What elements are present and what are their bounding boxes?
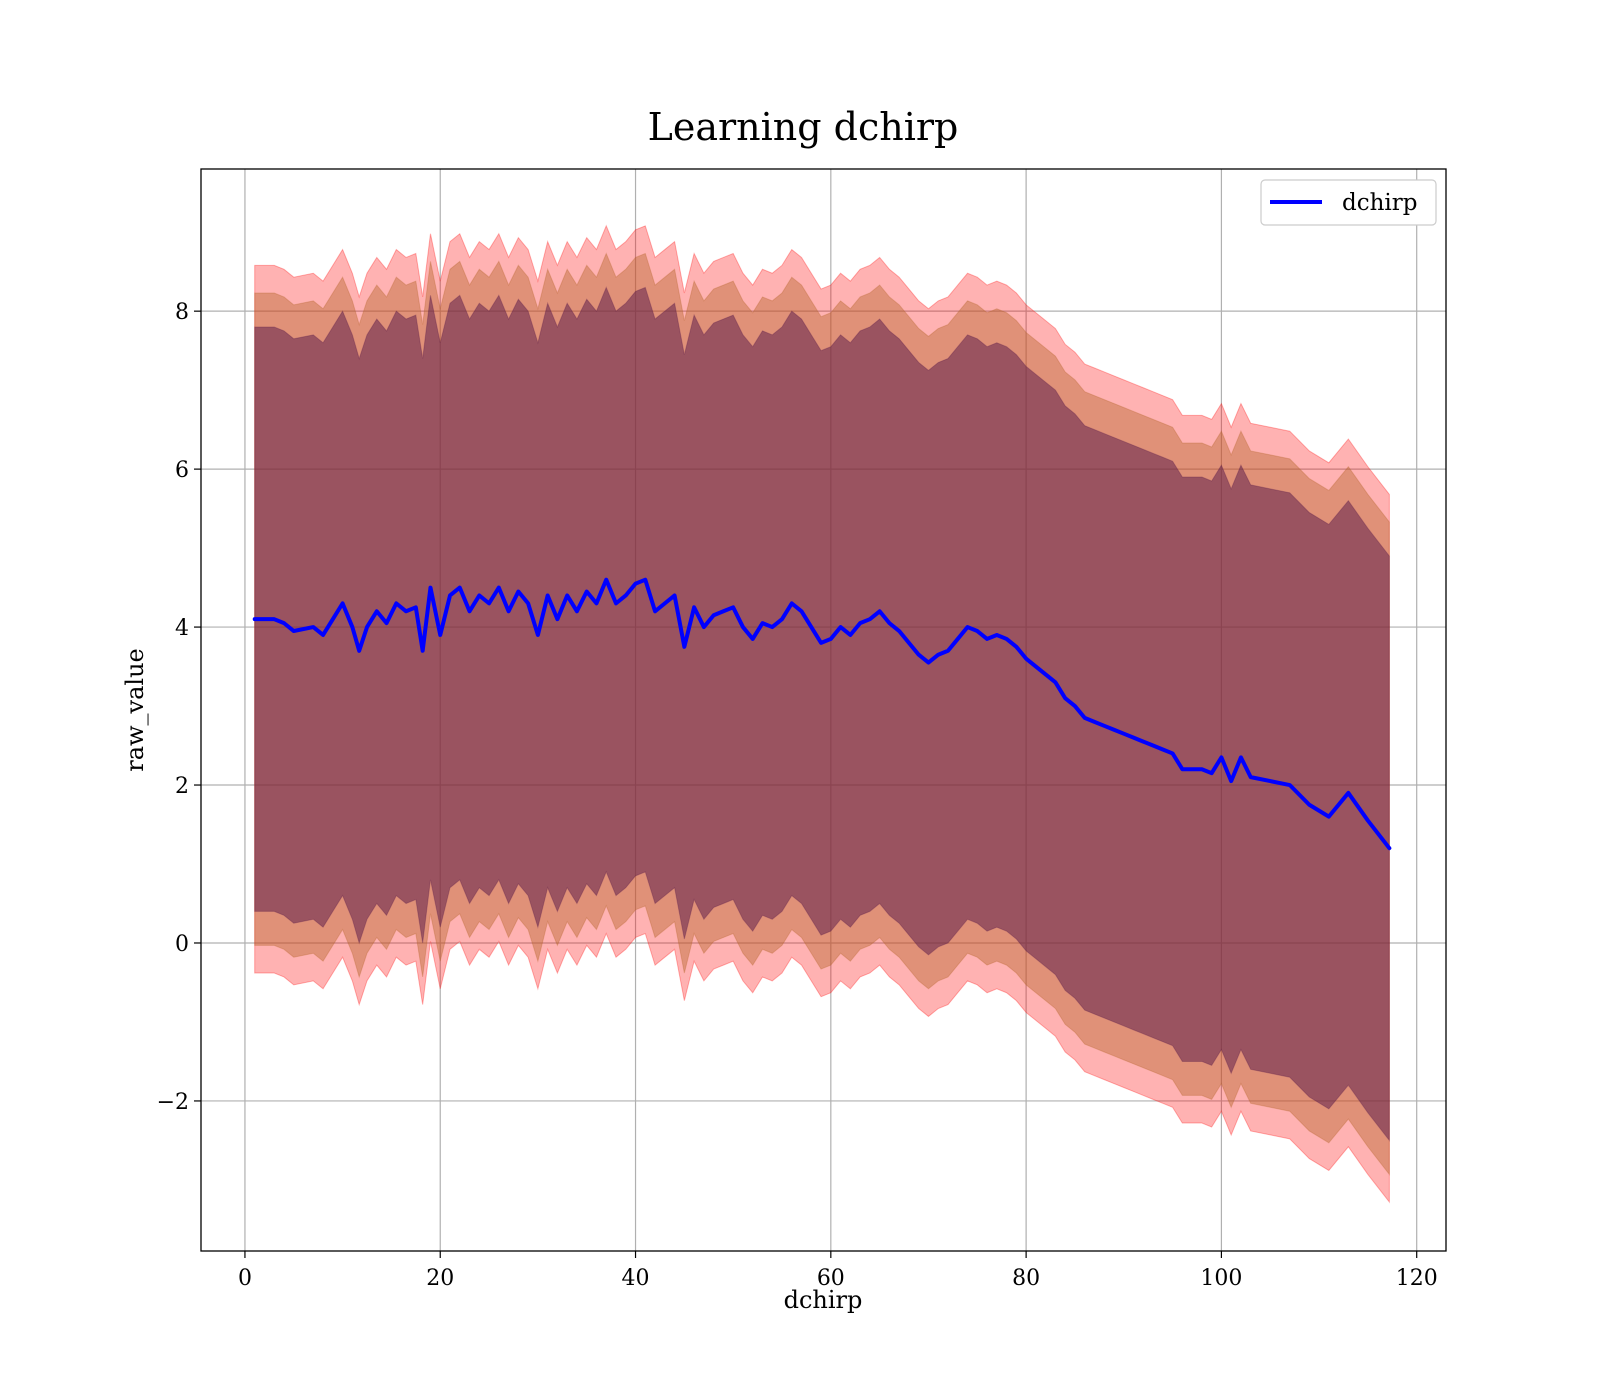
x-tick-label: 0: [238, 1266, 252, 1291]
y-tick-label: 8: [175, 300, 189, 325]
y-tick-label: 6: [175, 458, 189, 483]
y-tick-label: −2: [157, 1090, 189, 1115]
series-lines: [252, 577, 1392, 851]
y-tick-label: 4: [175, 616, 189, 641]
x-tick-label: 80: [1012, 1266, 1040, 1291]
legend-box: [1260, 179, 1437, 226]
chart-title: Learning dchirp: [648, 105, 959, 149]
x-tick-label: 120: [1396, 1266, 1438, 1291]
series-line-dchirp: [252, 577, 1392, 851]
y-tick-label: 0: [175, 932, 189, 957]
x-tick-label: 100: [1200, 1266, 1242, 1291]
x-tick-label: 20: [426, 1266, 454, 1291]
y-tick-label: 2: [175, 774, 189, 799]
legend: dchirp: [1260, 179, 1437, 226]
confidence-band-2: [254, 286, 1390, 1142]
y-axis-label: raw_value: [121, 648, 149, 772]
confidence-bands: [254, 224, 1390, 1204]
plot-area-frame: [200, 168, 1447, 1252]
legend-label-dchirp: dchirp: [1342, 190, 1418, 216]
x-tick-label: 40: [622, 1266, 650, 1291]
x-axis-label: dchirp: [784, 1286, 863, 1314]
x-tick-label: 60: [817, 1266, 845, 1291]
axis-ticks: 0 20 40 60 80 100 120 −2 0 2 4 6 8: [157, 300, 1438, 1291]
